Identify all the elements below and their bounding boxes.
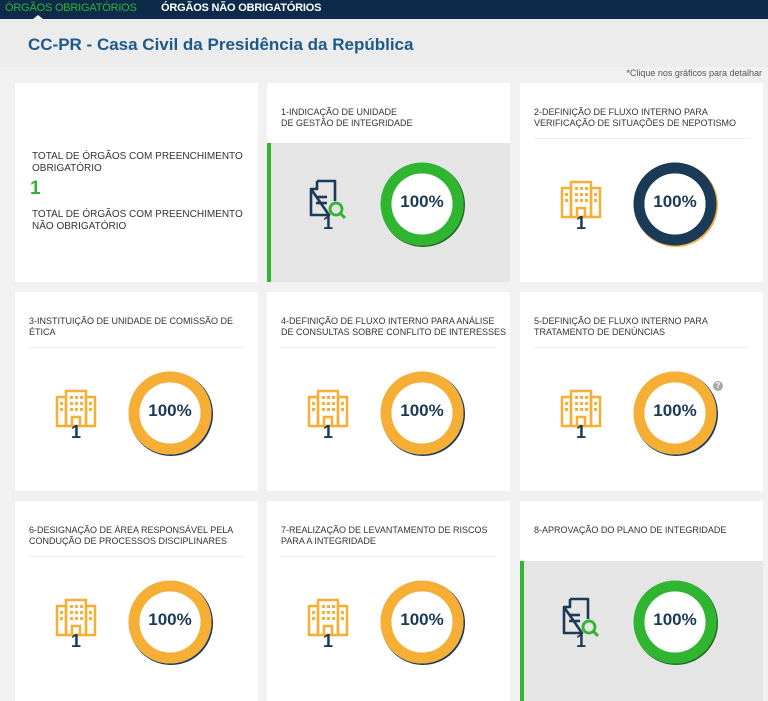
building-icon <box>560 388 602 428</box>
page-title: CC-PR - Casa Civil da Presidência da Rep… <box>28 35 414 54</box>
percent-label: 100% <box>653 192 697 211</box>
percent-label: 100% <box>400 610 444 629</box>
tab-optional[interactable]: ÓRGÃOS NÃO OBRIGATÓRIOS <box>161 2 322 14</box>
organ-count: 1 <box>322 631 333 651</box>
donut-fill <box>633 162 717 246</box>
divider <box>281 347 496 348</box>
organ-count: 1 <box>322 422 333 442</box>
mandatory-count: 1 <box>30 178 41 199</box>
organ-count: 1 <box>70 422 81 442</box>
document-search-icon <box>560 597 602 638</box>
indicator-card-7[interactable]: 7-REALIZAÇÃO DE LEVANTAMENTO DE RISCOS P… <box>267 501 510 701</box>
indicator-card-2[interactable]: 2-DEFINIÇÃO DE FLUXO INTERNO PARA VERIFI… <box>520 83 763 282</box>
percent-label: 100% <box>400 192 444 211</box>
organ-count: 1 <box>70 631 81 651</box>
mandatory-label: TOTAL DE ÓRGÃOS COM PREENCHIMENTO OBRIGA… <box>32 151 243 174</box>
card-title: 2-DEFINIÇÃO DE FLUXO INTERNO PARA VERIFI… <box>534 107 737 128</box>
donut-chart[interactable] <box>632 161 718 247</box>
organ-count: 1 <box>322 213 333 233</box>
donut-center <box>644 173 706 235</box>
card-title: 5-DEFINIÇÃO DE FLUXO INTERNO PARA TRATAM… <box>534 316 708 337</box>
donut-center <box>391 591 453 653</box>
tab-mandatory[interactable]: ÓRGÃOS OBRIGATÓRIOS <box>5 2 137 14</box>
percent-label: 100% <box>400 401 444 420</box>
active-tab-caret <box>33 15 43 19</box>
donut-fill <box>380 371 464 455</box>
divider <box>29 556 244 557</box>
indicator-card-3[interactable]: 3-INSTITUIÇÃO DE UNIDADE DE COMISSÃO DE … <box>15 292 258 491</box>
divider <box>534 138 749 139</box>
header <box>0 19 768 67</box>
donut-fill <box>128 371 212 455</box>
donut-center <box>391 382 453 444</box>
donut-fill <box>633 580 717 664</box>
building-icon <box>560 179 602 219</box>
donut-center <box>139 382 201 444</box>
organ-count: 1 <box>575 422 586 442</box>
donut-fill <box>380 162 464 246</box>
donut-chart[interactable] <box>632 370 718 456</box>
percent-label: 100% <box>148 610 192 629</box>
donut-center <box>391 173 453 235</box>
indicator-card-5[interactable]: 5-DEFINIÇÃO DE FLUXO INTERNO PARA TRATAM… <box>520 292 763 491</box>
donut-fill <box>633 371 717 455</box>
donut-chart[interactable] <box>127 579 213 665</box>
organ-count: 1 <box>575 213 586 233</box>
donut-center <box>139 591 201 653</box>
help-icon[interactable]: ? <box>713 381 723 391</box>
card-title: 3-INSTITUIÇÃO DE UNIDADE DE COMISSÃO DE … <box>29 316 234 337</box>
indicator-card-4[interactable]: 4-DEFINIÇÃO DE FLUXO INTERNO PARA ANÁLIS… <box>267 292 510 491</box>
building-icon <box>55 597 97 637</box>
indicator-card-6[interactable]: 6-DESIGNAÇÃO DE ÁREA RESPONSÁVEL PELA CO… <box>15 501 258 701</box>
summary-card: TOTAL DE ÓRGÃOS COM PREENCHIMENTO OBRIGA… <box>15 83 258 282</box>
percent-label: 100% <box>653 401 697 420</box>
hint-text: *Clique nos gráficos para detalhar <box>626 68 762 78</box>
donut-chart[interactable] <box>379 370 465 456</box>
building-icon <box>307 388 349 428</box>
indicator-card-8[interactable]: 8-APROVAÇÃO DO PLANO DE INTEGRIDADE 1 100… <box>520 501 763 701</box>
percent-label: 100% <box>653 610 697 629</box>
building-icon <box>307 597 349 637</box>
divider <box>29 347 244 348</box>
donut-chart[interactable] <box>632 579 718 665</box>
divider <box>534 347 749 348</box>
optional-label: TOTAL DE ÓRGÃOS COM PREENCHIMENTO NÃO OB… <box>32 209 243 232</box>
indicator-card-1[interactable]: 1-INDICAÇÃO DE UNIDADE DE GESTÃO DE INTE… <box>267 83 510 282</box>
donut-chart[interactable] <box>379 161 465 247</box>
card-title: 8-APROVAÇÃO DO PLANO DE INTEGRIDADE <box>534 525 727 535</box>
divider <box>281 556 496 557</box>
donut-fill <box>128 580 212 664</box>
donut-fill <box>380 580 464 664</box>
building-icon <box>55 388 97 428</box>
organ-count: 1 <box>575 631 586 651</box>
donut-chart[interactable] <box>127 370 213 456</box>
percent-label: 100% <box>148 401 192 420</box>
donut-chart[interactable] <box>379 579 465 665</box>
card-title: 1-INDICAÇÃO DE UNIDADE DE GESTÃO DE INTE… <box>281 107 413 128</box>
card-title: 6-DESIGNAÇÃO DE ÁREA RESPONSÁVEL PELA CO… <box>29 525 233 546</box>
top-nav: ÓRGÃOS OBRIGATÓRIOS ÓRGÃOS NÃO OBRIGATÓR… <box>0 0 768 19</box>
card-title: 7-REALIZAÇÃO DE LEVANTAMENTO DE RISCOS P… <box>281 525 488 546</box>
donut-center <box>644 382 706 444</box>
donut-center <box>644 591 706 653</box>
document-search-icon <box>307 179 349 220</box>
card-title: 4-DEFINIÇÃO DE FLUXO INTERNO PARA ANÁLIS… <box>281 316 507 337</box>
